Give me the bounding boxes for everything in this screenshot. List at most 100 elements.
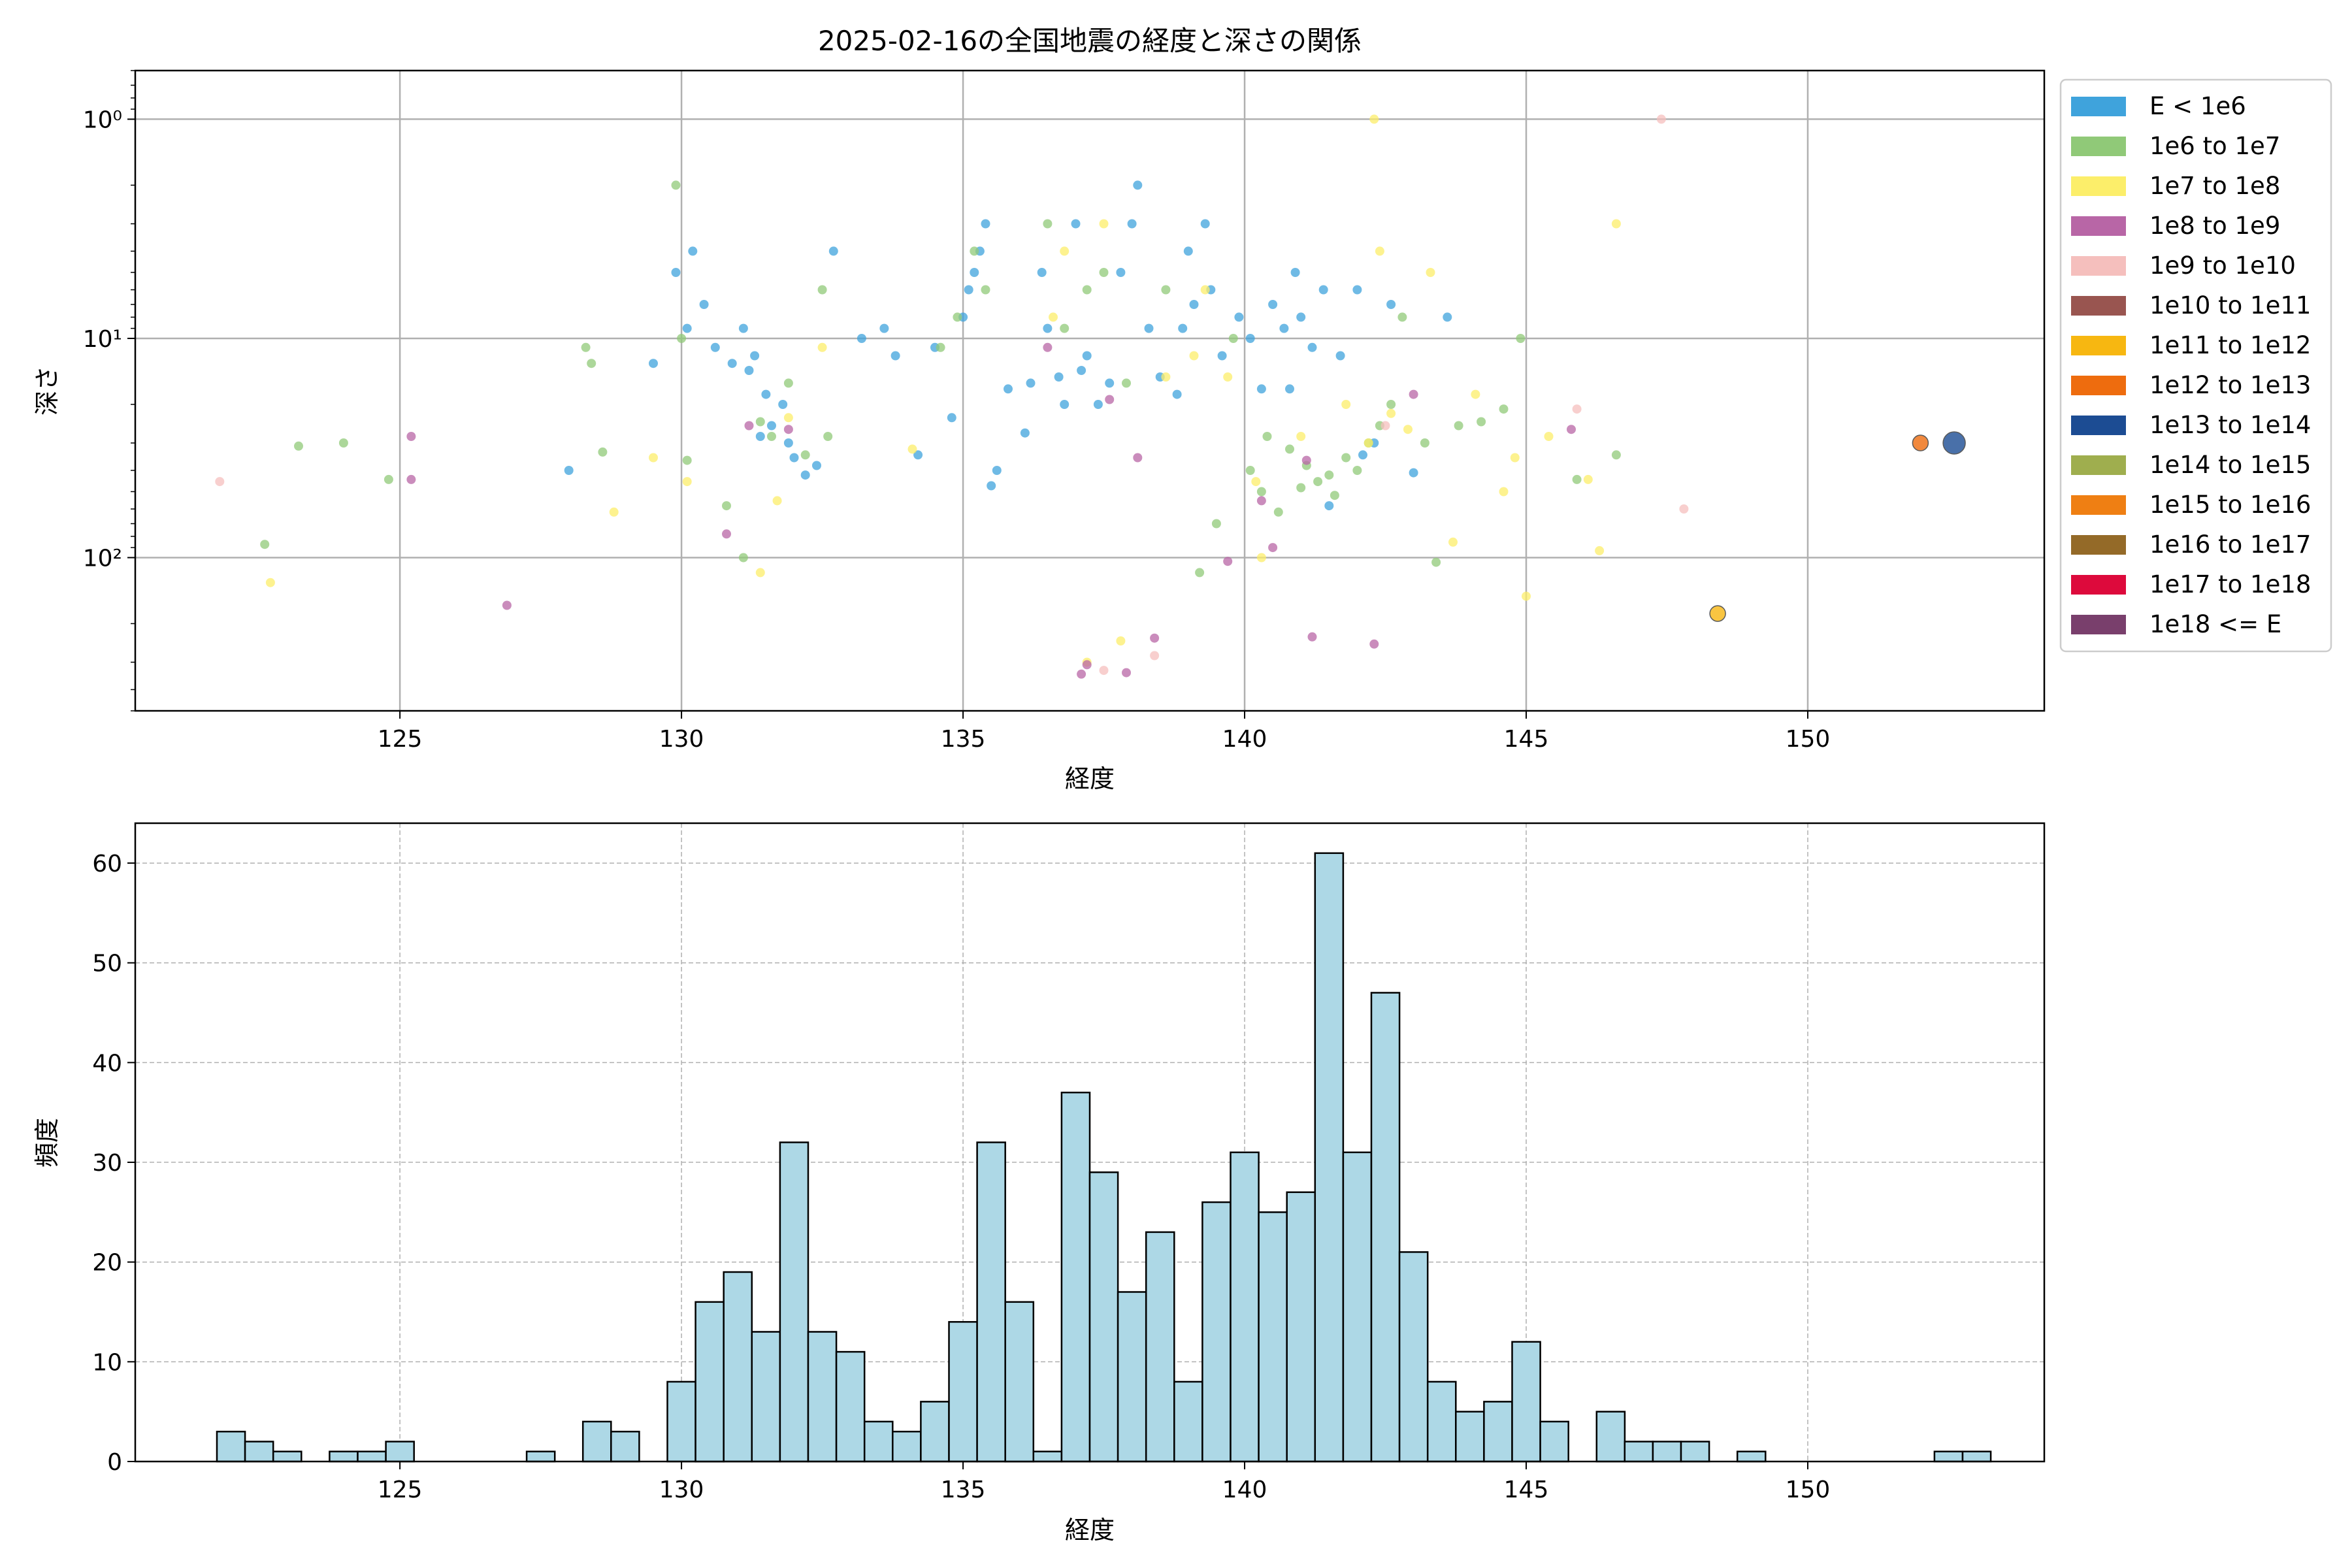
scatter-point bbox=[817, 342, 827, 352]
scatter-point bbox=[936, 342, 945, 352]
scatter-point bbox=[1217, 351, 1227, 361]
scatter-point bbox=[1043, 342, 1053, 352]
scatter-point bbox=[1161, 285, 1171, 295]
scatter-point bbox=[1375, 246, 1384, 256]
histogram-bar bbox=[357, 1450, 387, 1463]
scatter-point bbox=[1133, 180, 1143, 190]
histogram-x-tick-label: 125 bbox=[378, 1477, 423, 1503]
scatter-point bbox=[1245, 466, 1255, 475]
histogram-x-ticks: 125 130 135 140 145 150 bbox=[378, 1462, 1830, 1503]
scatter-x-tick-label: 135 bbox=[941, 726, 986, 753]
legend-swatch bbox=[2071, 535, 2126, 555]
scatter-point bbox=[1448, 537, 1458, 547]
legend-swatch bbox=[2071, 216, 2126, 236]
scatter-point bbox=[677, 334, 687, 343]
legend-label: 1e8 to 1e9 bbox=[2149, 212, 2280, 240]
scatter-point bbox=[1071, 219, 1081, 229]
histogram-bar bbox=[751, 1331, 781, 1463]
histogram-bar bbox=[948, 1321, 978, 1463]
scatter-point bbox=[1189, 351, 1199, 361]
scatter-point bbox=[1611, 450, 1621, 460]
scatter-point bbox=[789, 453, 799, 463]
histogram-bar bbox=[892, 1430, 922, 1463]
scatter-point bbox=[215, 477, 225, 487]
scatter-point bbox=[722, 501, 731, 511]
histogram-y-tick-label: 60 bbox=[92, 851, 122, 877]
histogram-y-tick-label: 0 bbox=[107, 1449, 122, 1476]
scatter-point bbox=[338, 438, 348, 448]
scatter-point bbox=[1268, 300, 1278, 309]
scatter-point bbox=[879, 323, 889, 333]
scatter-point bbox=[1369, 114, 1379, 124]
scatter-point bbox=[913, 450, 923, 460]
scatter-point bbox=[1127, 219, 1137, 229]
scatter-point bbox=[1386, 408, 1396, 418]
scatter-point bbox=[964, 285, 973, 295]
histogram-bar bbox=[1426, 1380, 1457, 1463]
scatter-point bbox=[1043, 219, 1053, 229]
histogram-bar bbox=[694, 1301, 725, 1463]
scatter-point bbox=[783, 438, 793, 448]
scatter-point bbox=[783, 378, 793, 388]
scatter-point bbox=[1611, 219, 1621, 229]
scatter-point bbox=[1335, 351, 1345, 361]
scatter-point bbox=[1262, 432, 1272, 441]
scatter-point bbox=[294, 441, 303, 451]
scatter-point bbox=[1471, 389, 1480, 399]
legend-label: 1e11 to 1e12 bbox=[2149, 331, 2311, 359]
histogram-bar bbox=[1483, 1401, 1513, 1463]
scatter-point bbox=[812, 461, 821, 470]
legend-swatch bbox=[2071, 336, 2126, 355]
histogram-x-axis-label: 経度 bbox=[1065, 1516, 1115, 1544]
legend-label: 1e9 to 1e10 bbox=[2149, 252, 2296, 280]
scatter-point bbox=[1522, 591, 1531, 601]
histogram-y-ticks: 0 10 20 30 40 50 60 bbox=[92, 851, 135, 1476]
scatter-point bbox=[1420, 438, 1429, 448]
histogram-bar bbox=[920, 1401, 950, 1463]
scatter-point bbox=[1200, 219, 1210, 229]
scatter-point bbox=[682, 477, 692, 487]
scatter-x-tick-label: 150 bbox=[1786, 726, 1831, 753]
histogram-x-tick-label: 140 bbox=[1222, 1477, 1267, 1503]
histogram-bar bbox=[581, 1420, 612, 1463]
scatter-point bbox=[1004, 384, 1013, 394]
scatter-point bbox=[1285, 384, 1294, 394]
scatter-point bbox=[755, 568, 765, 578]
legend-label: 1e16 to 1e17 bbox=[2149, 531, 2311, 559]
scatter-point bbox=[1273, 507, 1283, 517]
histogram-y-tick-label: 40 bbox=[92, 1050, 122, 1077]
scatter-point bbox=[1386, 300, 1396, 309]
scatter-point bbox=[1358, 450, 1367, 460]
histogram-bar bbox=[1933, 1450, 1964, 1463]
scatter-point bbox=[1454, 421, 1463, 431]
scatter-point bbox=[1183, 246, 1193, 256]
histogram-bar bbox=[1004, 1301, 1035, 1463]
scatter-point bbox=[1122, 378, 1131, 388]
histogram-bar bbox=[1398, 1251, 1429, 1463]
histogram-bar bbox=[1145, 1231, 1175, 1463]
scatter-point bbox=[1082, 660, 1092, 670]
scatter-point bbox=[1256, 553, 1266, 563]
scatter-point bbox=[1133, 453, 1143, 463]
histogram-bar bbox=[1539, 1420, 1569, 1463]
scatter-point bbox=[1251, 477, 1261, 487]
histogram-bar bbox=[1652, 1441, 1682, 1463]
scatter-point bbox=[406, 474, 416, 484]
scatter-point bbox=[384, 474, 393, 484]
histogram-bar bbox=[1117, 1291, 1147, 1463]
legend-label: 1e13 to 1e14 bbox=[2149, 411, 2311, 439]
histogram-y-tick-label: 20 bbox=[92, 1250, 122, 1277]
scatter-point bbox=[1510, 453, 1520, 463]
scatter-point bbox=[1223, 372, 1233, 382]
histogram-plot-frame bbox=[134, 822, 2046, 1463]
scatter-point bbox=[1161, 372, 1171, 382]
scatter-point bbox=[783, 425, 793, 434]
scatter-y-tick-label: 10⁰ bbox=[83, 106, 122, 133]
scatter-point bbox=[1324, 470, 1334, 480]
scatter-point bbox=[817, 285, 827, 295]
scatter-point bbox=[727, 359, 737, 368]
scatter-y-tick-label: 10¹ bbox=[83, 326, 122, 353]
histogram-y-axis-label: 頻度 bbox=[33, 1118, 61, 1168]
scatter-point bbox=[1150, 651, 1160, 661]
